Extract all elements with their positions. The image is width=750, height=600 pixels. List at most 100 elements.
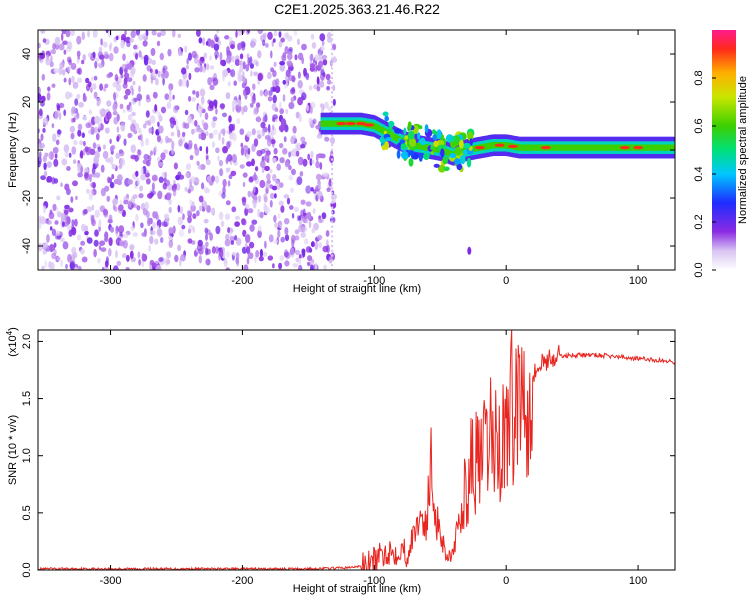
colorbar-tick-label: 0.6 [693, 118, 705, 133]
noise-speck [273, 214, 277, 223]
noise-speck [279, 224, 282, 229]
noise-speck [284, 46, 289, 55]
noise-speck [184, 187, 188, 192]
noise-speck [197, 104, 203, 113]
noise-speck [236, 257, 240, 267]
noise-speck [189, 199, 192, 207]
noise-speck [222, 75, 225, 82]
noise-speck [77, 172, 83, 178]
noise-speck [184, 45, 188, 53]
noise-speck [133, 44, 138, 50]
boundary-dot [330, 264, 334, 267]
noise-speck [195, 178, 200, 184]
noise-speck [173, 183, 177, 190]
noise-speck [213, 43, 220, 51]
noise-speck [70, 62, 77, 70]
noise-speck [203, 186, 208, 193]
noise-speck [68, 59, 72, 66]
noise-speck [51, 123, 55, 129]
noise-speck [160, 30, 166, 37]
boundary-dot [330, 134, 334, 137]
noise-speck [97, 257, 101, 264]
noise-speck [92, 30, 98, 38]
noise-speck [168, 239, 174, 248]
noise-speck [257, 134, 262, 139]
noise-speck [115, 250, 118, 259]
noise-speck [218, 159, 223, 167]
noise-speck [205, 41, 209, 46]
noise-speck [262, 39, 266, 47]
boundary-dot [330, 163, 334, 166]
noise-speck [120, 122, 126, 132]
noise-speck [155, 211, 159, 220]
noise-speck [328, 178, 332, 187]
colorbar-gradient [712, 30, 736, 270]
noise-speck [109, 181, 115, 189]
noise-speck [104, 231, 109, 240]
noise-speck [320, 69, 325, 76]
noise-speck [240, 41, 246, 48]
noise-speck [247, 147, 251, 155]
noise-speck [46, 161, 52, 168]
noise-speck [46, 234, 50, 243]
noise-speck [64, 149, 69, 158]
noise-speck [60, 259, 63, 268]
noise-speck [292, 125, 297, 134]
noise-speck [188, 52, 192, 61]
noise-speck [195, 90, 200, 99]
x-tick-label: 100 [629, 575, 647, 587]
noise-speck [320, 46, 326, 51]
noise-speck [270, 50, 273, 59]
noise-speck [112, 110, 118, 116]
noise-speck [146, 94, 150, 100]
noise-speck [199, 164, 206, 170]
noise-speck [325, 230, 330, 237]
noise-speck [279, 108, 285, 115]
noise-speck [42, 205, 47, 214]
noise-speck [228, 123, 234, 132]
noise-speck [232, 133, 237, 142]
noise-speck [198, 37, 203, 44]
noise-speck [298, 113, 302, 123]
noise-speck [205, 247, 209, 256]
noise-speck [185, 64, 190, 70]
ridge-peak [336, 122, 347, 126]
boundary-dot [330, 110, 334, 113]
noise-speck [149, 115, 156, 124]
noise-speck [131, 88, 134, 96]
noise-speck [88, 109, 92, 115]
noise-speck [291, 134, 297, 141]
noise-speck [173, 105, 179, 113]
boundary-dot [330, 52, 334, 56]
noise-speck [104, 127, 110, 134]
noise-speck [56, 195, 61, 201]
noise-speck [97, 122, 101, 130]
noise-speck [130, 30, 136, 38]
noise-speck [69, 261, 75, 270]
noise-speck [145, 137, 149, 146]
noise-speck [129, 37, 134, 43]
noise-speck [138, 50, 142, 58]
noise-speck [192, 90, 196, 95]
noise-speck [105, 157, 111, 163]
noise-speck [53, 158, 59, 167]
noise-speck [310, 264, 314, 270]
transition-blob [469, 138, 473, 146]
noise-speck [280, 236, 286, 243]
noise-speck [269, 193, 275, 199]
x-tick-label: -100 [363, 575, 385, 587]
noise-speck [136, 205, 141, 211]
noise-speck [86, 237, 93, 244]
noise-speck [99, 109, 105, 115]
noise-speck [63, 209, 69, 215]
noise-speck [246, 161, 252, 167]
noise-speck [213, 99, 218, 107]
noise-speck [125, 88, 131, 96]
noise-speck [118, 149, 124, 154]
noise-speck [267, 124, 271, 133]
ridge-core [446, 149, 449, 156]
noise-speck [317, 190, 323, 200]
noise-speck [306, 211, 312, 221]
noise-speck [76, 58, 80, 64]
noise-speck [274, 85, 281, 94]
